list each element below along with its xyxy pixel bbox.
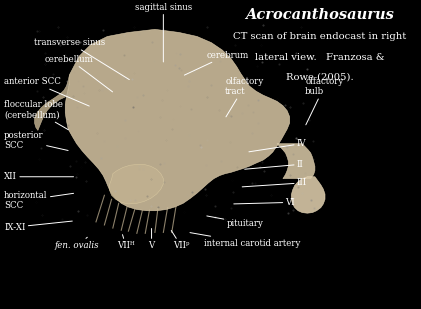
Polygon shape [277,144,315,179]
Text: cerebellum: cerebellum [45,55,112,92]
Text: olfactory
tract: olfactory tract [225,77,264,117]
Text: fen. ovalis: fen. ovalis [55,237,99,250]
Text: horizontal
SCC: horizontal SCC [4,191,74,210]
Text: VIIᵖ: VIIᵖ [171,231,189,250]
Polygon shape [65,29,290,211]
Text: anterior SCC: anterior SCC [4,77,89,106]
Text: lateral view.   Franzosa &: lateral view. Franzosa & [255,53,385,61]
Polygon shape [291,177,325,213]
Text: Rowe (2005).: Rowe (2005). [286,73,354,82]
Text: posterior
SCC: posterior SCC [4,131,68,150]
Text: V: V [149,228,155,250]
Text: II: II [245,160,304,169]
Text: internal carotid artery: internal carotid artery [190,233,301,248]
Text: XII: XII [4,172,74,181]
Text: floccular lobe
(cerebellum): floccular lobe (cerebellum) [4,100,68,130]
Text: transverse sinus: transverse sinus [34,38,129,80]
Text: cerebrum: cerebrum [184,50,248,75]
Polygon shape [35,75,69,130]
Text: olfactory
bulb: olfactory bulb [305,77,344,125]
Text: IV: IV [249,139,306,152]
Text: CT scan of brain endocast in right: CT scan of brain endocast in right [233,32,407,41]
Polygon shape [109,164,163,204]
Text: sagittal sinus: sagittal sinus [135,3,192,62]
Text: VIIᴴ: VIIᴴ [117,235,135,250]
Text: VI: VI [234,198,295,207]
Text: Acrocanthosaurus: Acrocanthosaurus [245,8,394,22]
Text: IX-XI: IX-XI [4,221,72,232]
Text: pituitary: pituitary [207,216,264,228]
Text: III: III [242,178,307,188]
